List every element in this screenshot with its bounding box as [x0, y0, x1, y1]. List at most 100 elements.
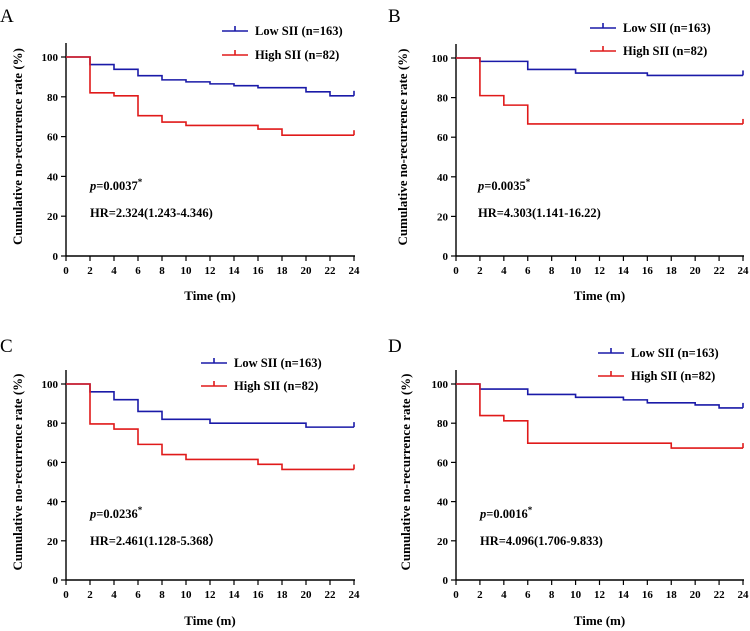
x-tick-label: 10 [181, 589, 193, 601]
legend-label-high-sii: High SII (n=82) [255, 48, 339, 62]
legend-label-high-sii: High SII (n=82) [623, 44, 707, 58]
x-tick-label: 22 [325, 589, 337, 601]
high-sii-curve [66, 56, 354, 137]
low-sii-curve [456, 383, 743, 409]
x-tick-label: 10 [570, 265, 582, 277]
x-tick-label: 18 [666, 589, 678, 601]
x-tick-label: 6 [135, 265, 141, 277]
x-axis-label: Time (m) [574, 288, 625, 303]
x-tick-label: 14 [618, 265, 630, 277]
p-symbol: p [89, 507, 96, 521]
y-tick-label: 80 [47, 418, 59, 430]
significance-star: * [138, 177, 143, 187]
p-value-text: p=0.0037* [89, 177, 143, 193]
significance-star: * [138, 505, 143, 515]
p-value-text: p=0.0016* [479, 505, 533, 521]
x-tick-label: 12 [594, 265, 606, 277]
x-tick-label: 18 [277, 589, 289, 601]
x-tick-label: 18 [277, 265, 289, 277]
y-tick-label: 80 [47, 92, 59, 104]
x-tick-label: 24 [738, 265, 750, 277]
y-tick-label: 40 [437, 172, 449, 184]
significance-star: * [528, 505, 533, 515]
x-tick-label: 24 [349, 265, 361, 277]
y-tick-label: 60 [47, 132, 59, 144]
hazard-ratio-text: HR=4.303(1.141-16.22) [478, 206, 601, 220]
y-tick-label: 60 [437, 132, 449, 144]
significance-star: * [526, 177, 531, 187]
x-tick-label: 2 [87, 265, 93, 277]
x-axis-label: Time (m) [184, 288, 235, 303]
x-tick-label: 12 [205, 265, 217, 277]
y-tick-label: 0 [443, 575, 449, 587]
y-tick-label: 80 [437, 93, 449, 105]
p-value-text: p=0.0035* [477, 177, 531, 193]
x-tick-label: 6 [135, 589, 141, 601]
hazard-ratio-text: HR=2.461(1.128-5.368） [90, 533, 221, 548]
panel-letter: C [0, 336, 13, 357]
x-tick-label: 16 [642, 265, 654, 277]
x-tick-label: 0 [63, 589, 69, 601]
p-symbol: p [479, 507, 486, 521]
x-tick-label: 12 [205, 589, 217, 601]
y-tick-label: 20 [47, 536, 59, 548]
low-sii-curve [456, 57, 743, 77]
x-tick-label: 8 [159, 265, 165, 277]
legend-label-low-sii: Low SII (n=163) [623, 21, 711, 35]
p-value: =0.0236 [96, 507, 138, 521]
x-tick-label: 8 [549, 265, 555, 277]
p-symbol: p [89, 179, 96, 193]
legend-label-low-sii: Low SII (n=163) [234, 356, 322, 370]
panel-letter: A [0, 6, 14, 27]
x-tick-label: 14 [229, 265, 241, 277]
y-tick-label: 40 [437, 497, 449, 509]
x-tick-label: 16 [253, 589, 265, 601]
y-axis-label: Cumulative no-recurrence rate (%) [398, 374, 413, 571]
x-axis-label: Time (m) [574, 613, 625, 628]
y-tick-label: 100 [42, 52, 59, 64]
x-tick-label: 0 [63, 265, 69, 277]
x-tick-label: 4 [501, 265, 507, 277]
x-tick-label: 14 [229, 589, 241, 601]
y-tick-label: 0 [53, 251, 59, 263]
x-tick-label: 22 [714, 265, 726, 277]
p-value: =0.0037 [96, 179, 138, 193]
x-tick-label: 2 [477, 265, 483, 277]
y-tick-label: 0 [443, 251, 449, 263]
legend-label-high-sii: High SII (n=82) [234, 379, 318, 393]
y-tick-label: 40 [47, 171, 59, 183]
x-tick-label: 8 [549, 589, 555, 601]
high-sii-curve [456, 57, 743, 125]
x-tick-label: 16 [253, 265, 265, 277]
panel-letter: D [388, 336, 402, 357]
legend-label-low-sii: Low SII (n=163) [631, 346, 719, 360]
high-sii-curve [66, 383, 354, 471]
legend-label-high-sii: High SII (n=82) [631, 369, 715, 383]
x-tick-label: 12 [594, 589, 606, 601]
x-tick-label: 10 [570, 589, 582, 601]
x-tick-label: 18 [666, 265, 678, 277]
x-tick-label: 16 [642, 589, 654, 601]
x-tick-label: 4 [111, 265, 117, 277]
y-tick-label: 80 [437, 418, 449, 430]
y-tick-label: 20 [47, 211, 59, 223]
x-tick-label: 0 [453, 265, 459, 277]
y-tick-label: 100 [432, 53, 449, 65]
y-tick-label: 100 [432, 379, 449, 391]
x-tick-label: 8 [159, 589, 165, 601]
y-axis-label: Cumulative no-recurrence rate (%) [10, 374, 25, 571]
y-tick-label: 40 [47, 497, 59, 509]
high-sii-curve [456, 383, 743, 449]
x-tick-label: 20 [301, 589, 313, 601]
x-tick-label: 20 [690, 589, 702, 601]
x-tick-label: 0 [453, 589, 459, 601]
y-axis-label: Cumulative no-recurrence rate (%) [10, 48, 25, 245]
x-tick-label: 22 [325, 265, 337, 277]
x-tick-label: 20 [301, 265, 313, 277]
x-tick-label: 22 [714, 589, 726, 601]
x-tick-label: 10 [181, 265, 193, 277]
x-tick-label: 2 [477, 589, 483, 601]
